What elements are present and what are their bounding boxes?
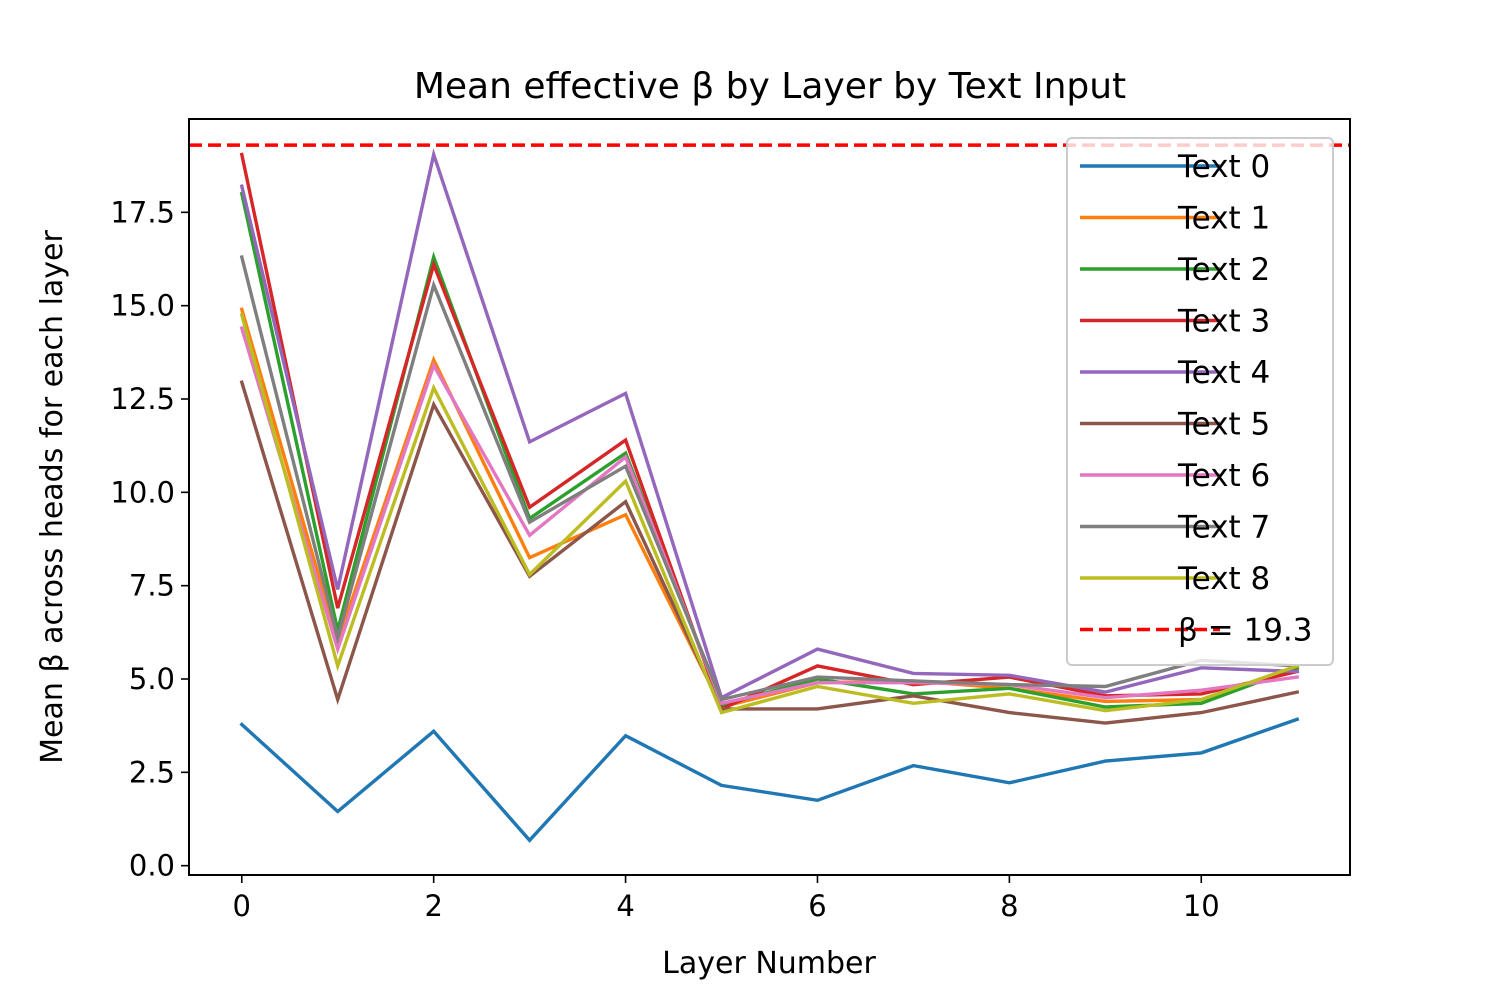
- legend-label-text-0: Text 0: [1177, 149, 1270, 185]
- x-axis-label: Layer Number: [662, 946, 876, 981]
- y-tick-label: 10.0: [110, 475, 175, 509]
- series-line-text-7: [239, 255, 1299, 702]
- legend-label-text-1: Text 1: [1177, 201, 1270, 237]
- x-tick-label: 6: [808, 889, 826, 923]
- legend-label-text-2: Text 2: [1177, 252, 1270, 288]
- legend-label-text-4: Text 4: [1177, 355, 1270, 391]
- series-line-text-6: [239, 325, 1300, 706]
- legend-label-text-8: Text 8: [1177, 561, 1270, 597]
- x-tick-label: 10: [1183, 889, 1220, 923]
- chart-title: Mean effective β by Layer by Text Input: [414, 66, 1126, 107]
- plot-frame: [188, 118, 1351, 876]
- y-axis-label: Mean β across heads for each layer: [35, 230, 70, 764]
- legend: Text 0 Text 1 Text 2 Text 3 Text 4 Text 5 Text…: [1066, 137, 1334, 666]
- series-line-text-5: [239, 380, 1300, 725]
- y-tick-label: 2.5: [129, 755, 175, 789]
- x-tick-label: 4: [616, 889, 634, 923]
- y-tick-label: 17.5: [110, 195, 175, 229]
- y-tick-label: 0.0: [129, 849, 175, 883]
- series-line-text-0: [239, 717, 1300, 843]
- x-axis: 0 2 4 6 8 10: [233, 875, 1220, 923]
- legend-label-text-3: Text 3: [1177, 304, 1270, 340]
- x-tick-label: 0: [233, 889, 251, 923]
- y-tick-label: 12.5: [110, 382, 175, 416]
- series-line-text-8: [239, 312, 1300, 715]
- y-tick-label: 5.0: [129, 662, 175, 696]
- legend-label-text-5: Text 5: [1177, 407, 1270, 443]
- legend-label-reference: β = 19.3: [1178, 613, 1313, 649]
- y-axis: 0.0 2.5 5.0 7.5 10.0 12.5 15.0 17.5: [110, 195, 189, 883]
- y-tick-label: 15.0: [110, 289, 175, 323]
- series-line-text-4: [239, 148, 1299, 701]
- x-tick-label: 2: [424, 889, 442, 923]
- x-tick-label: 8: [1000, 889, 1018, 923]
- legend-label-text-7: Text 7: [1177, 510, 1270, 546]
- series-line-text-1: [239, 307, 1300, 709]
- legend-label-text-6: Text 6: [1177, 458, 1270, 494]
- plot-area: [189, 143, 1350, 843]
- y-tick-label: 7.5: [129, 569, 175, 603]
